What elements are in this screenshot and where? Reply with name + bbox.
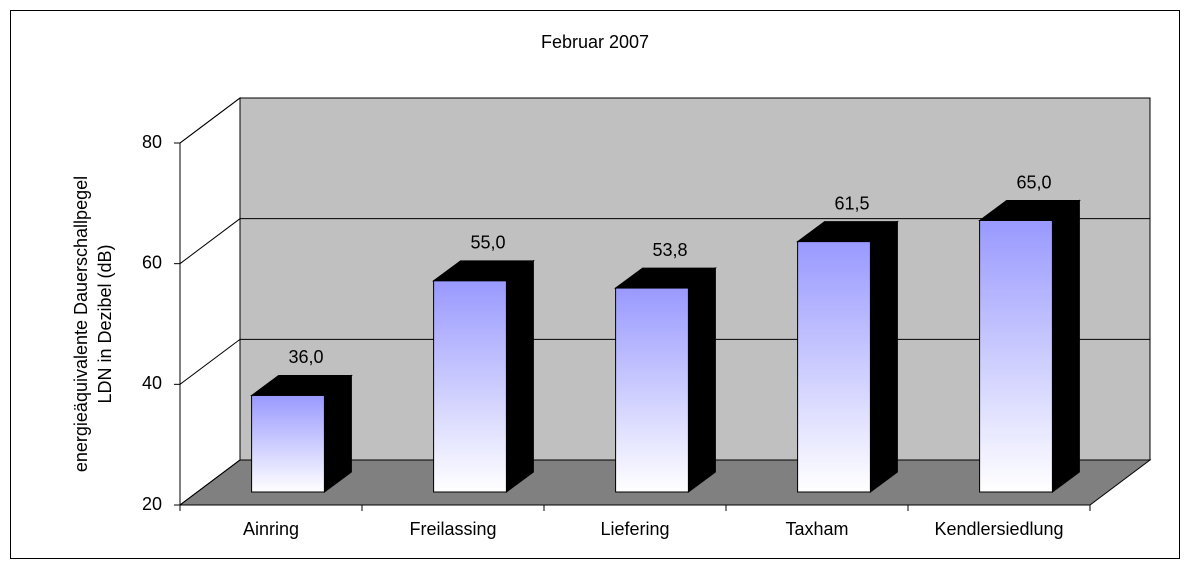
value-label: 65,0 (1016, 172, 1051, 192)
y-axis-title-line: energieäquivalente Dauerschallpegel (71, 176, 91, 472)
value-label: 53,8 (652, 240, 687, 260)
x-tick-label: Kendlersiedlung (934, 519, 1063, 539)
grid-line (179, 97, 1150, 144)
y-tick-label: 80 (142, 132, 162, 152)
bar (797, 241, 871, 493)
y-tick-label: 20 (142, 494, 162, 514)
bar (979, 220, 1053, 493)
y-axis-title-line: LDN in Dezibel (dB) (95, 244, 115, 403)
value-label: 55,0 (470, 233, 505, 253)
y-axis-title: energieäquivalente Dauerschallpegel LDN … (71, 176, 115, 472)
y-tick-label: 40 (142, 373, 162, 393)
value-label: 36,0 (288, 347, 323, 367)
x-tick-label: Liefering (600, 519, 669, 539)
bar-side (505, 259, 534, 493)
chart-title: Februar 2007 (541, 32, 649, 52)
grid-line (179, 218, 1150, 265)
x-tick-label: Ainring (243, 519, 299, 539)
x-tick-label: Freilassing (409, 519, 496, 539)
x-tick-label: Taxham (785, 519, 848, 539)
bar (615, 287, 689, 493)
bar-side (869, 220, 898, 493)
side-wall (179, 97, 241, 506)
value-label: 61,5 (834, 193, 869, 213)
y-tick-label: 60 (142, 252, 162, 272)
bar (433, 280, 507, 493)
bar (251, 394, 325, 493)
bar-side (1051, 199, 1080, 493)
bar-side (687, 267, 716, 493)
